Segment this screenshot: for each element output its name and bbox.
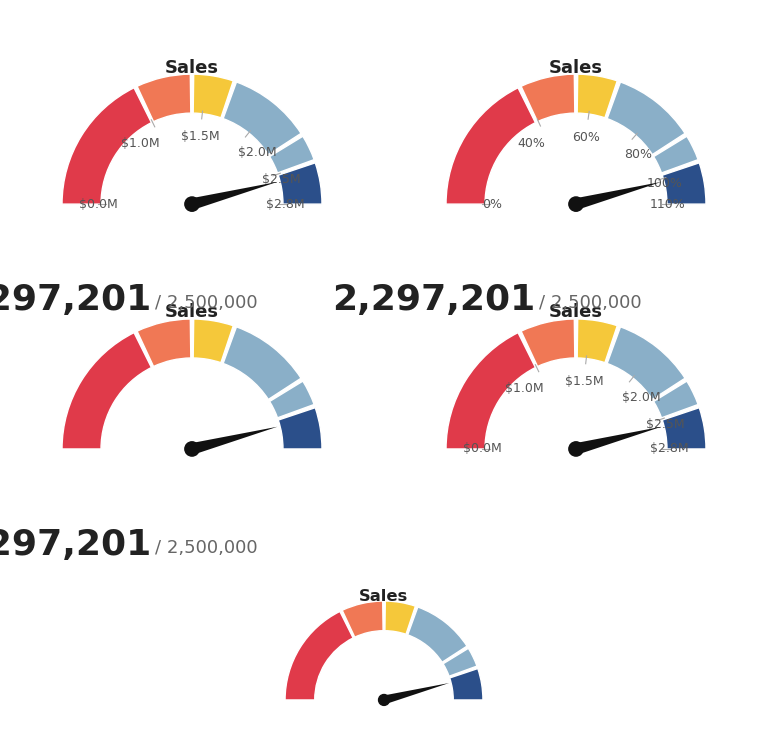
Wedge shape <box>521 74 574 122</box>
Wedge shape <box>137 319 190 367</box>
Text: 2,297,201: 2,297,201 <box>0 283 151 317</box>
Wedge shape <box>343 601 383 637</box>
Circle shape <box>569 197 583 211</box>
Wedge shape <box>654 137 698 173</box>
Wedge shape <box>446 88 535 204</box>
Wedge shape <box>654 381 698 418</box>
Wedge shape <box>285 611 353 700</box>
Text: $1.0M: $1.0M <box>505 382 544 395</box>
Polygon shape <box>574 182 661 210</box>
Text: 0%: 0% <box>482 197 502 211</box>
Wedge shape <box>662 162 706 204</box>
Text: 80%: 80% <box>624 148 653 161</box>
Text: $1.5M: $1.5M <box>181 131 220 143</box>
Wedge shape <box>137 74 190 122</box>
Circle shape <box>379 695 389 706</box>
Text: / 2,500,000: / 2,500,000 <box>155 539 258 557</box>
Text: $2.0M: $2.0M <box>238 146 276 159</box>
Circle shape <box>185 441 199 456</box>
Polygon shape <box>574 427 661 455</box>
Text: 2,297,201: 2,297,201 <box>0 528 151 562</box>
Text: $2.5M: $2.5M <box>262 173 300 186</box>
Wedge shape <box>443 649 477 676</box>
Wedge shape <box>408 607 467 663</box>
Circle shape <box>569 441 583 456</box>
Wedge shape <box>578 319 617 363</box>
Wedge shape <box>450 669 483 700</box>
Wedge shape <box>578 74 617 118</box>
Polygon shape <box>383 683 449 704</box>
Wedge shape <box>223 82 301 154</box>
Text: 100%: 100% <box>647 177 683 190</box>
Wedge shape <box>607 326 685 399</box>
Wedge shape <box>385 601 415 634</box>
Text: / 2,500,000: / 2,500,000 <box>155 295 258 312</box>
Text: Sales: Sales <box>165 303 219 321</box>
Text: Sales: Sales <box>359 589 409 604</box>
Wedge shape <box>270 381 314 418</box>
Text: 2,297,201: 2,297,201 <box>333 283 535 317</box>
Wedge shape <box>62 88 151 204</box>
Text: Sales: Sales <box>549 303 603 321</box>
Polygon shape <box>190 182 277 210</box>
Text: $2.8M: $2.8M <box>650 442 689 456</box>
Wedge shape <box>521 319 574 367</box>
Wedge shape <box>223 326 301 399</box>
Wedge shape <box>278 162 322 204</box>
Wedge shape <box>194 319 233 363</box>
Text: $1.0M: $1.0M <box>121 137 160 151</box>
Text: 60%: 60% <box>572 131 601 144</box>
Text: $1.5M: $1.5M <box>565 375 604 388</box>
Text: $2.8M: $2.8M <box>266 197 305 211</box>
Text: Sales: Sales <box>549 59 603 76</box>
Wedge shape <box>607 82 685 154</box>
Text: 40%: 40% <box>518 137 545 150</box>
Wedge shape <box>446 332 535 449</box>
Text: $0.0M: $0.0M <box>463 442 502 456</box>
Wedge shape <box>270 137 314 173</box>
Text: 110%: 110% <box>650 197 686 211</box>
Text: Sales: Sales <box>165 59 219 76</box>
Text: $2.0M: $2.0M <box>622 391 660 404</box>
Wedge shape <box>194 74 233 118</box>
Circle shape <box>185 197 199 211</box>
Wedge shape <box>278 407 322 449</box>
Wedge shape <box>62 332 151 449</box>
Wedge shape <box>662 407 706 449</box>
Text: $2.5M: $2.5M <box>646 418 684 431</box>
Text: / 2,500,000: / 2,500,000 <box>539 295 642 312</box>
Text: $0.0M: $0.0M <box>79 197 118 211</box>
Polygon shape <box>190 427 277 455</box>
